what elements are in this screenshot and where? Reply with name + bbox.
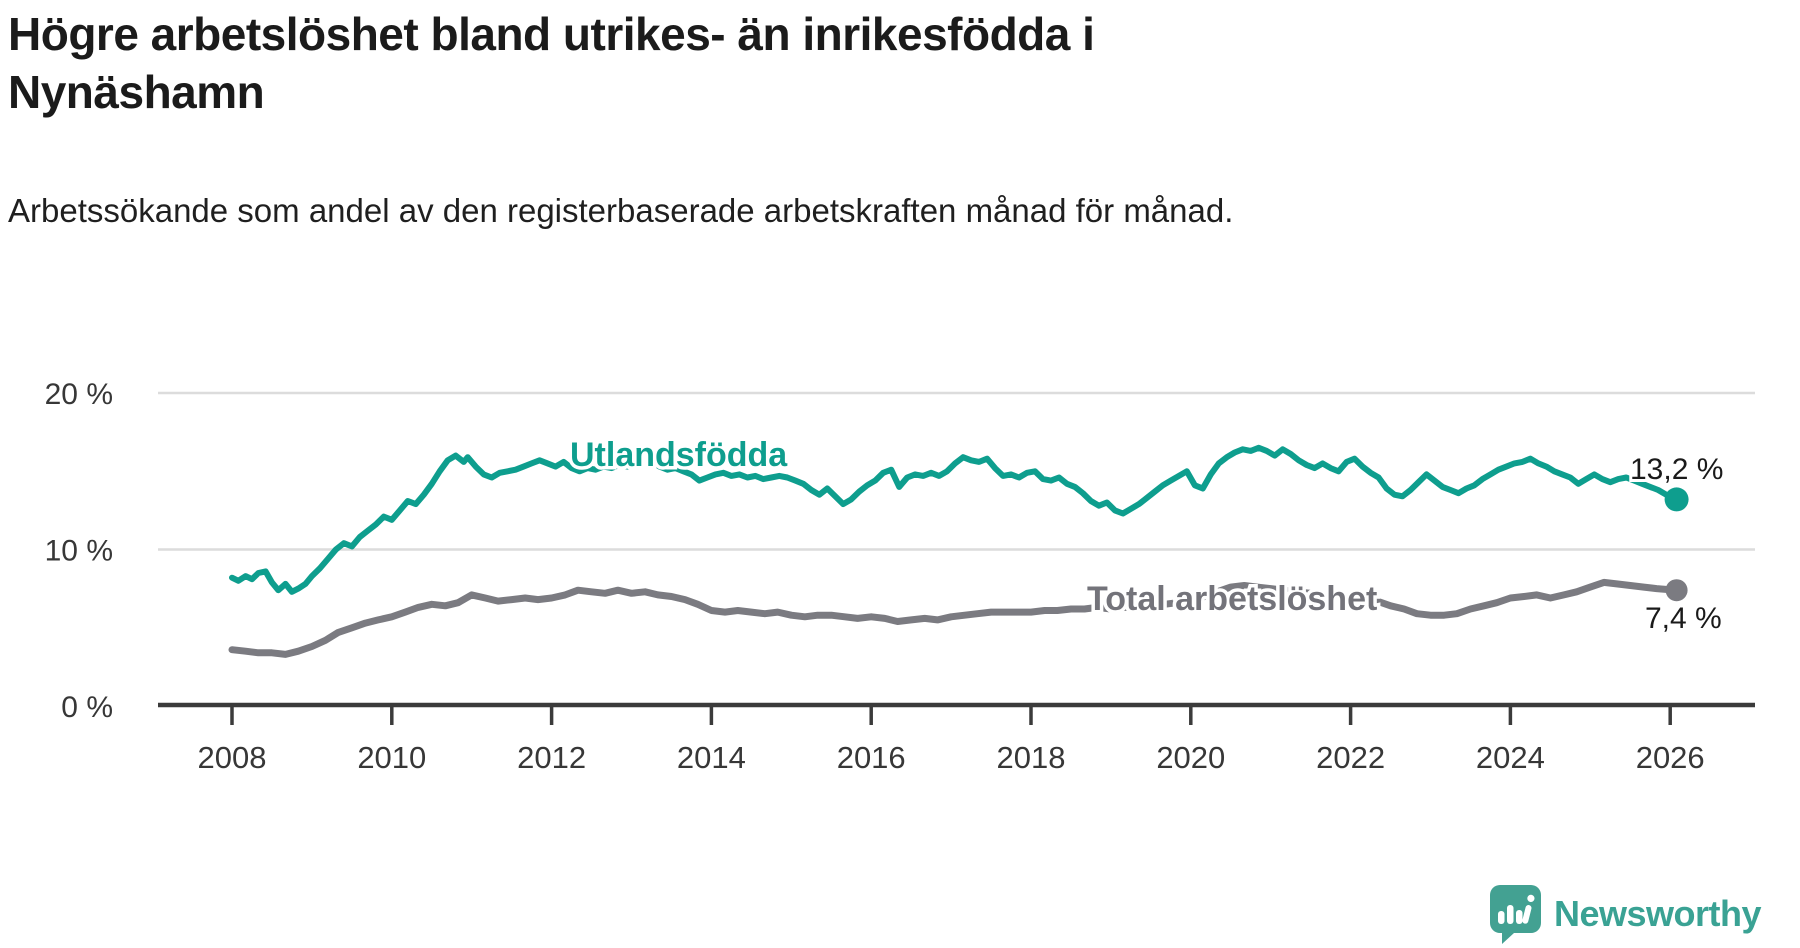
y-axis-tick-label: 0 % [61,691,113,724]
x-axis-tick-label: 2026 [1636,740,1705,775]
end-value-label-utlandsfodda: 13,2 % [1630,453,1723,486]
data-series [228,444,1689,658]
line-total-arbetsloshet [228,578,1681,658]
end-value-label-total: 7,4 % [1645,602,1722,635]
x-axis-tick-label: 2012 [517,740,586,775]
end-dot-total-arbetsloshet [1665,579,1688,602]
x-axis-tick-label: 2018 [997,740,1066,775]
y-axis-tick-label: 20 % [45,378,113,411]
page-title: Högre arbetslöshet bland utrikes- än inr… [8,8,1095,118]
x-axis-tick-label: 2008 [198,740,267,775]
chart-subtitle: Arbetssökande som andel av den registerb… [8,192,1234,229]
newsworthy-logo-icon [1490,885,1541,944]
x-axis-tick-label: 2024 [1476,740,1545,775]
series-label-total-arbetsloshet: Total arbetslöshet [1087,580,1377,618]
y-axis-tick-label: 10 % [45,535,113,568]
x-axis-tick-label: 2010 [357,740,426,775]
x-axis-tick-label: 2022 [1316,740,1385,775]
x-axis: 2008 2010 2012 2014 2016 2018 2020 2022 2024 2026 [158,702,1755,775]
line-utlandsfodda [229,444,1680,595]
x-axis-tick-label: 2020 [1156,740,1225,775]
newsworthy-wordmark: Newsworthy [1554,893,1762,934]
gridlines: 0 % 10 % 20 % [45,378,1755,724]
end-dot-utlandsfodda [1664,487,1689,512]
x-axis-tick-label: 2016 [837,740,906,775]
series-label-utlandsfodda: Utlandsfödda [570,436,788,474]
x-axis-tick-label: 2014 [677,740,746,775]
newsworthy-branding: Newsworthy [1488,884,1762,944]
